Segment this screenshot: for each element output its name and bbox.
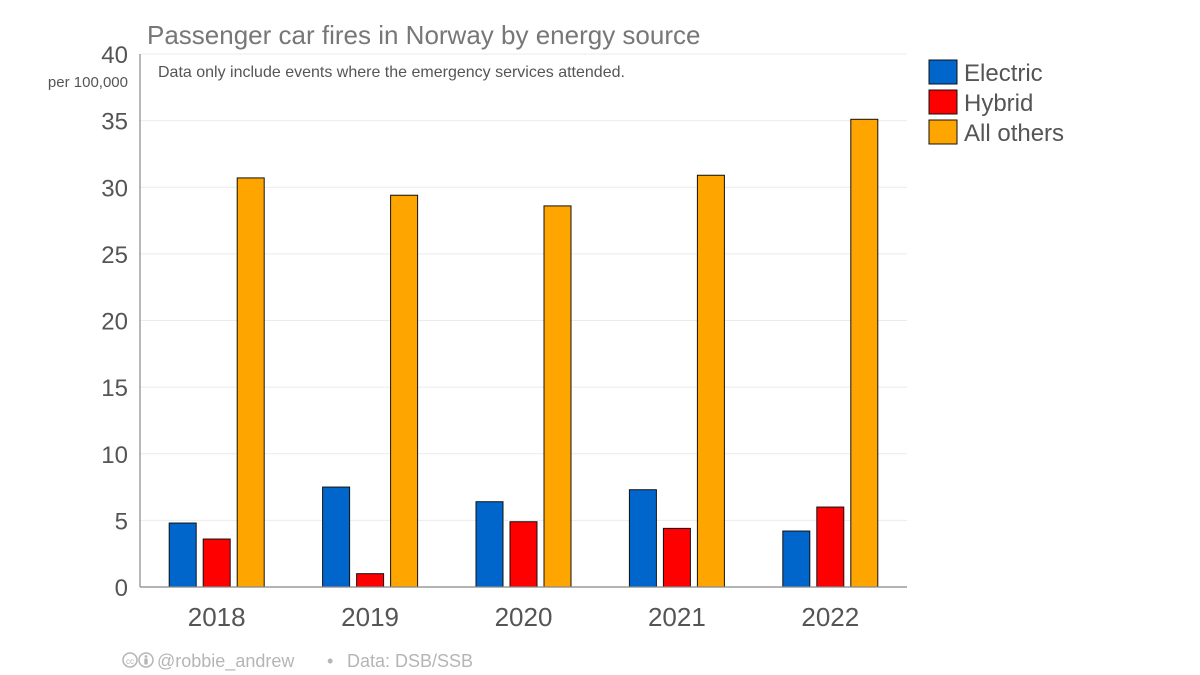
credit-separator: • (327, 651, 333, 671)
bar-all-others-2019 (390, 194, 419, 588)
bar-all-others-2022 (850, 118, 879, 588)
legend-label: Electric (964, 60, 1043, 87)
cc-by-icon: cc (122, 652, 154, 668)
credit-source: Data: DSB/SSB (347, 651, 473, 671)
bar-hybrid-2022 (816, 506, 845, 588)
y-tick-label: 15 (101, 375, 128, 402)
legend-label: Hybrid (964, 90, 1033, 117)
bar-hybrid-2018 (202, 538, 231, 588)
legend: Electric Hybrid All others (928, 59, 1064, 147)
x-tick-label: 2021 (648, 602, 706, 632)
legend-label: All others (964, 120, 1064, 147)
x-tick-label: 2018 (188, 602, 246, 632)
bar-all-others-2020 (543, 205, 572, 588)
bar-all-others-2021 (696, 174, 725, 588)
chart-title: Passenger car fires in Norway by energy … (147, 20, 700, 50)
legend-swatch (928, 59, 958, 85)
y-tick-label: 20 (101, 309, 128, 336)
legend-swatch (928, 119, 958, 145)
bar-hybrid-2019 (356, 573, 385, 588)
bar-electric-2021 (628, 489, 657, 588)
y-tick-label: 30 (101, 175, 128, 202)
x-tick-label: 2022 (801, 602, 859, 632)
bar-hybrid-2020 (509, 521, 538, 588)
y-tick-label: 5 (115, 508, 128, 535)
svg-text:cc: cc (126, 657, 134, 666)
y-tick-label: 10 (101, 442, 128, 469)
bar-electric-2020 (475, 501, 504, 588)
bars (168, 118, 879, 588)
y-axis-unit: per 100,000 (48, 74, 128, 91)
bar-electric-2018 (168, 522, 197, 588)
y-axis-ticks: 0 5 10 15 20 25 30 35 40 (101, 42, 128, 602)
x-tick-label: 2019 (341, 602, 399, 632)
bar-electric-2022 (782, 530, 811, 588)
x-axis-ticks: 2018 2019 2020 2021 2022 (188, 602, 859, 632)
bar-all-others-2018 (236, 177, 265, 588)
y-tick-label: 35 (101, 109, 128, 136)
credit-author: @robbie_andrew (157, 651, 295, 672)
bar-hybrid-2021 (662, 527, 691, 588)
bar-electric-2019 (322, 486, 351, 588)
y-tick-label: 0 (115, 575, 128, 602)
legend-swatch (928, 89, 958, 115)
y-tick-label: 25 (101, 242, 128, 269)
chart-subtitle: Data only include events where the emerg… (158, 64, 625, 81)
gridlines (140, 53, 907, 521)
credit-line: cc @robbie_andrew • Data: DSB/SSB (122, 651, 473, 672)
x-tick-label: 2020 (495, 602, 553, 632)
y-tick-label: 40 (101, 42, 128, 69)
